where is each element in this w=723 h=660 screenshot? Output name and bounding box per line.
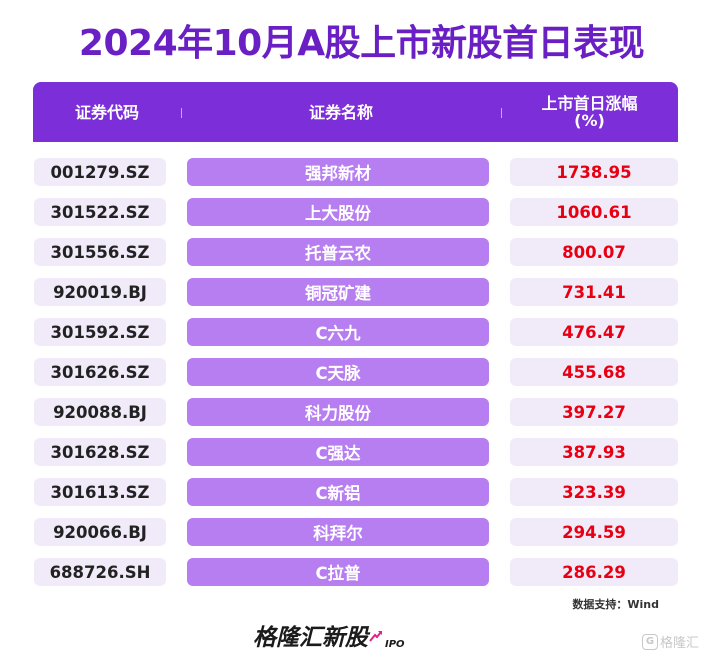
row-pct: 731.41 [510, 278, 678, 306]
row-name: C六九 [187, 318, 489, 346]
row-code: 301613.SZ [34, 478, 166, 506]
row-code: 301626.SZ [34, 358, 166, 386]
header-name: 证券名称 [308, 102, 373, 122]
logo-text: 格隆汇新股 [253, 625, 368, 651]
row-name: 科力股份 [187, 398, 489, 426]
data-source: 数据支持：Wind [572, 598, 659, 611]
page-title: 2024年10月A股上市新股首日表现 [78, 23, 645, 64]
row-name: 科拜尔 [187, 518, 489, 546]
row-code: 301628.SZ [34, 438, 166, 466]
row-name: C强达 [187, 438, 489, 466]
watermark-text: 格隆汇 [660, 636, 700, 651]
row-pct: 476.47 [510, 318, 678, 346]
row-pct: 286.29 [510, 558, 678, 586]
row-code: 301592.SZ [34, 318, 166, 346]
header-pct-line2: (%) [574, 111, 605, 130]
row-name: C新铝 [187, 478, 489, 506]
row-pct: 1738.95 [510, 158, 678, 186]
header-pct: 上市首日涨幅 (%) [501, 82, 678, 142]
brand-logo: 格隆汇新股 IPO [253, 618, 405, 652]
row-code: 920066.BJ [34, 518, 166, 546]
row-code: 001279.SZ [34, 158, 166, 186]
row-pct: 455.68 [510, 358, 678, 386]
header-divider [501, 108, 502, 118]
row-code: 920088.BJ [34, 398, 166, 426]
row-pct: 294.59 [510, 518, 678, 546]
row-code: 301556.SZ [34, 238, 166, 266]
row-pct: 1060.61 [510, 198, 678, 226]
row-pct: 397.27 [510, 398, 678, 426]
row-code: 301522.SZ [34, 198, 166, 226]
row-pct: 323.39 [510, 478, 678, 506]
row-pct: 800.07 [510, 238, 678, 266]
header-pct-line1: 上市首日涨幅 [541, 94, 638, 113]
row-name: C天脉 [187, 358, 489, 386]
row-name: 铜冠矿建 [187, 278, 489, 306]
table-header: 证券代码 证券名称 上市首日涨幅 (%) [33, 82, 678, 142]
row-code: 688726.SH [34, 558, 166, 586]
row-name: C拉普 [187, 558, 489, 586]
trend-arrow-icon [369, 631, 382, 642]
watermark-icon: G [642, 633, 658, 650]
header-code: 证券代码 [74, 102, 139, 122]
row-code: 920019.BJ [34, 278, 166, 306]
row-name: 强邦新材 [187, 158, 489, 186]
row-name: 托普云农 [187, 238, 489, 266]
row-pct: 387.93 [510, 438, 678, 466]
watermark: G 格隆汇 [642, 632, 699, 651]
logo-suffix: IPO [385, 639, 405, 650]
row-name: 上大股份 [187, 198, 489, 226]
header-divider [181, 108, 182, 118]
